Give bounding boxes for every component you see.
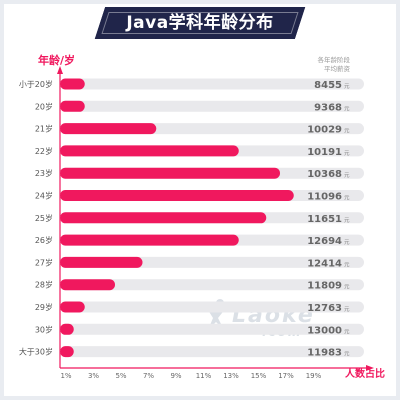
salary-unit: 元: [344, 150, 350, 157]
bar-value: [60, 346, 74, 358]
x-tick-label: 13%: [223, 372, 239, 380]
category-label: 30岁: [35, 324, 53, 334]
x-tick-label: 7%: [143, 372, 154, 380]
category-label: 29岁: [35, 302, 53, 312]
salary-value: 11096: [307, 192, 342, 203]
salary-unit: 元: [344, 239, 350, 246]
bar-track: [60, 279, 364, 291]
salary-value: 10029: [307, 125, 342, 136]
salary-unit: 元: [344, 195, 350, 202]
bar-value: [60, 279, 115, 291]
category-label: 小于20岁: [19, 79, 53, 89]
bar-track: [60, 323, 364, 335]
salary-unit: 元: [344, 172, 350, 179]
x-axis-arrow: [366, 365, 374, 371]
bar-value: [60, 190, 294, 201]
bar-value: [60, 167, 280, 179]
bar-track: [60, 346, 364, 358]
x-tick-label: 9%: [170, 372, 181, 380]
bar-value: [60, 323, 74, 335]
salary-unit: 元: [344, 351, 350, 358]
bar-value: [60, 123, 157, 135]
category-label: 28岁: [35, 280, 53, 290]
salary-value: 12414: [307, 258, 342, 269]
x-tick-label: 3%: [88, 372, 99, 380]
chart-title: Java学科年龄分布: [126, 13, 274, 33]
salary-unit: 元: [344, 128, 350, 135]
salary-unit: 元: [344, 306, 350, 313]
y-axis-label: 年龄/岁: [38, 53, 75, 67]
bar-value: [60, 234, 239, 246]
category-label: 21岁: [35, 124, 53, 134]
bar-value: [60, 256, 143, 268]
salary-unit: 元: [344, 105, 350, 112]
x-tick-label: 1%: [60, 372, 71, 380]
bar-track: [60, 100, 364, 112]
bar-value: [60, 212, 267, 224]
x-tick-label: 19%: [306, 372, 322, 380]
salary-value: 12763: [307, 303, 342, 314]
salary-value: 9368: [314, 102, 342, 113]
salary-value: 11651: [307, 214, 342, 225]
salary-unit: 元: [344, 284, 350, 291]
bar-track: [60, 78, 364, 90]
category-label: 25岁: [35, 213, 53, 223]
category-label: 20岁: [35, 101, 53, 111]
category-label: 22岁: [35, 146, 53, 156]
bar-value: [60, 301, 85, 313]
y-axis-arrow: [57, 66, 63, 74]
bar-value: [60, 78, 85, 90]
salary-unit: 元: [344, 83, 350, 90]
x-tick-label: 17%: [278, 372, 294, 380]
bar-track: [60, 301, 364, 313]
category-label: 大于30岁: [19, 347, 53, 357]
salary-unit: 元: [344, 328, 350, 335]
x-tick-label: 11%: [196, 372, 212, 380]
salary-value: 8455: [314, 80, 342, 91]
category-label: 24岁: [35, 191, 53, 201]
salary-unit: 元: [344, 261, 350, 268]
salary-unit: 元: [344, 217, 350, 224]
salary-value: 13000: [307, 325, 342, 336]
bar-value: [60, 145, 239, 157]
category-label: 27岁: [35, 257, 53, 267]
salary-header-line2: 平均薪资: [324, 64, 351, 73]
salary-value: 10191: [307, 147, 342, 158]
x-axis-label: 人数占比: [345, 367, 385, 380]
category-label: 23岁: [35, 168, 53, 178]
salary-value: 11809: [307, 281, 342, 292]
category-label: 26岁: [35, 235, 53, 245]
salary-value: 11983: [307, 348, 342, 359]
salary-header-line1: 各年龄阶段: [318, 55, 351, 64]
salary-value: 10368: [307, 169, 342, 180]
salary-value: 12694: [307, 236, 342, 247]
x-tick-label: 15%: [251, 372, 267, 380]
bar-value: [60, 100, 85, 112]
x-tick-label: 5%: [115, 372, 126, 380]
